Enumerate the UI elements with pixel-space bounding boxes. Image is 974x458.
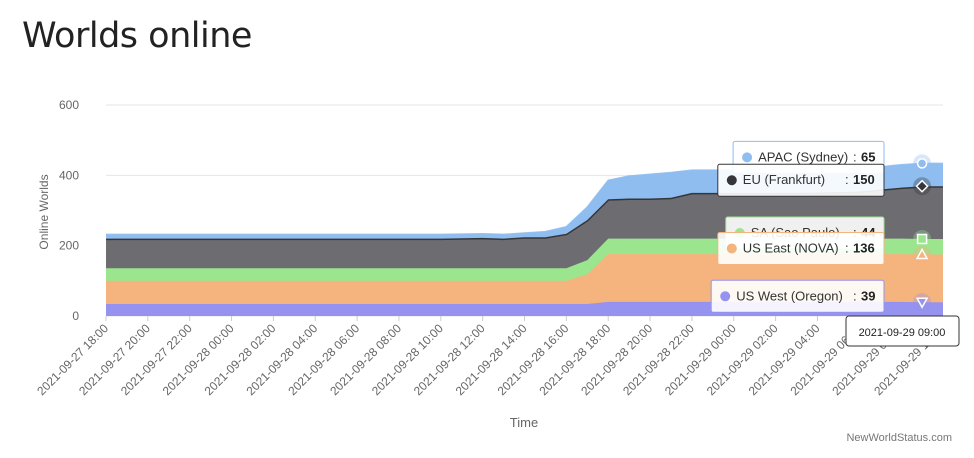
y-tick-label: 200: [59, 239, 79, 253]
marker-us_west: [915, 297, 929, 309]
x-axis-label: Time: [510, 415, 538, 430]
tooltip-swatch: [726, 243, 737, 254]
marker-apac: [916, 158, 928, 169]
tooltip-time: 2021-09-29 09:00: [845, 315, 960, 347]
x-tick-label: 2021-09-28 18:00: [536, 321, 613, 398]
tooltip-item: EU (Frankfurt):150: [717, 163, 885, 197]
page-title: Worlds online: [22, 16, 252, 56]
tooltip-item: US West (Oregon):39: [710, 279, 885, 313]
x-tick-label: 2021-09-28 20:00: [578, 321, 655, 398]
marker-us_east: [915, 247, 929, 260]
tooltip-colon: :: [853, 288, 857, 303]
x-tick-label: 2021-09-27 22:00: [118, 321, 195, 398]
x-tick-label: 2021-09-29 02:00: [704, 321, 781, 398]
hover-markers: [913, 154, 932, 312]
tooltip-series-name: APAC (Sydney): [758, 149, 848, 164]
tooltip-box: [717, 231, 885, 265]
tooltip-swatch: [720, 291, 731, 302]
tooltip-box: [710, 279, 885, 313]
tooltip-colon: :: [845, 240, 849, 255]
marker-sa: [916, 233, 928, 245]
x-tick-label: 2021-09-28 00:00: [160, 321, 237, 398]
y-tick-label: 400: [59, 168, 79, 182]
tooltip-series-name: US East (NOVA): [743, 240, 839, 255]
marker-eu: [915, 179, 929, 193]
tooltip-swatch: [742, 152, 753, 163]
tooltip-time-label: 2021-09-29 09:00: [859, 327, 946, 339]
tooltip-colon: :: [845, 172, 849, 187]
tooltip-box: [717, 163, 885, 197]
site-credit[interactable]: NewWorldStatus.com: [846, 432, 952, 444]
x-tick-label: 2021-09-28 12:00: [411, 321, 488, 398]
x-tick-label: 2021-09-29 04:00: [746, 321, 823, 398]
x-tick-label: 2021-09-28 14:00: [453, 321, 530, 398]
x-tick-label: 2021-09-28 06:00: [285, 321, 362, 398]
tooltip-colon: :: [853, 149, 857, 164]
tooltip-swatch: [726, 175, 737, 186]
x-tick-label: 2021-09-28 16:00: [495, 321, 572, 398]
y-tick-label: 600: [59, 98, 79, 112]
tooltip-series-value: 150: [853, 172, 875, 187]
x-tick-label: 2021-09-28 22:00: [620, 321, 697, 398]
x-tick-label: 2021-09-28 04:00: [243, 321, 320, 398]
x-tick-label: 2021-09-29 00:00: [662, 321, 739, 398]
tooltip-series-name: US West (Oregon): [736, 288, 843, 303]
y-axis-label: Online Worlds: [37, 174, 51, 249]
x-tick-label: 2021-09-28 08:00: [327, 321, 404, 398]
tooltip-item: US East (NOVA):136: [717, 231, 885, 265]
tooltip-series-value: 65: [861, 149, 875, 164]
x-tick-label: 2021-09-27 18:00: [34, 321, 111, 398]
tooltip-series-value: 39: [861, 288, 875, 303]
tooltip-series-name: EU (Frankfurt): [743, 172, 825, 187]
area-eu: [106, 186, 943, 269]
x-tick-label: 2021-09-28 02:00: [202, 321, 279, 398]
tooltip-series-value: 136: [853, 240, 875, 255]
tooltip-time-box: [845, 315, 960, 347]
x-tick-label: 2021-09-27 20:00: [76, 321, 153, 398]
y-tick-label: 0: [72, 309, 79, 323]
x-tick-label: 2021-09-28 10:00: [369, 321, 446, 398]
